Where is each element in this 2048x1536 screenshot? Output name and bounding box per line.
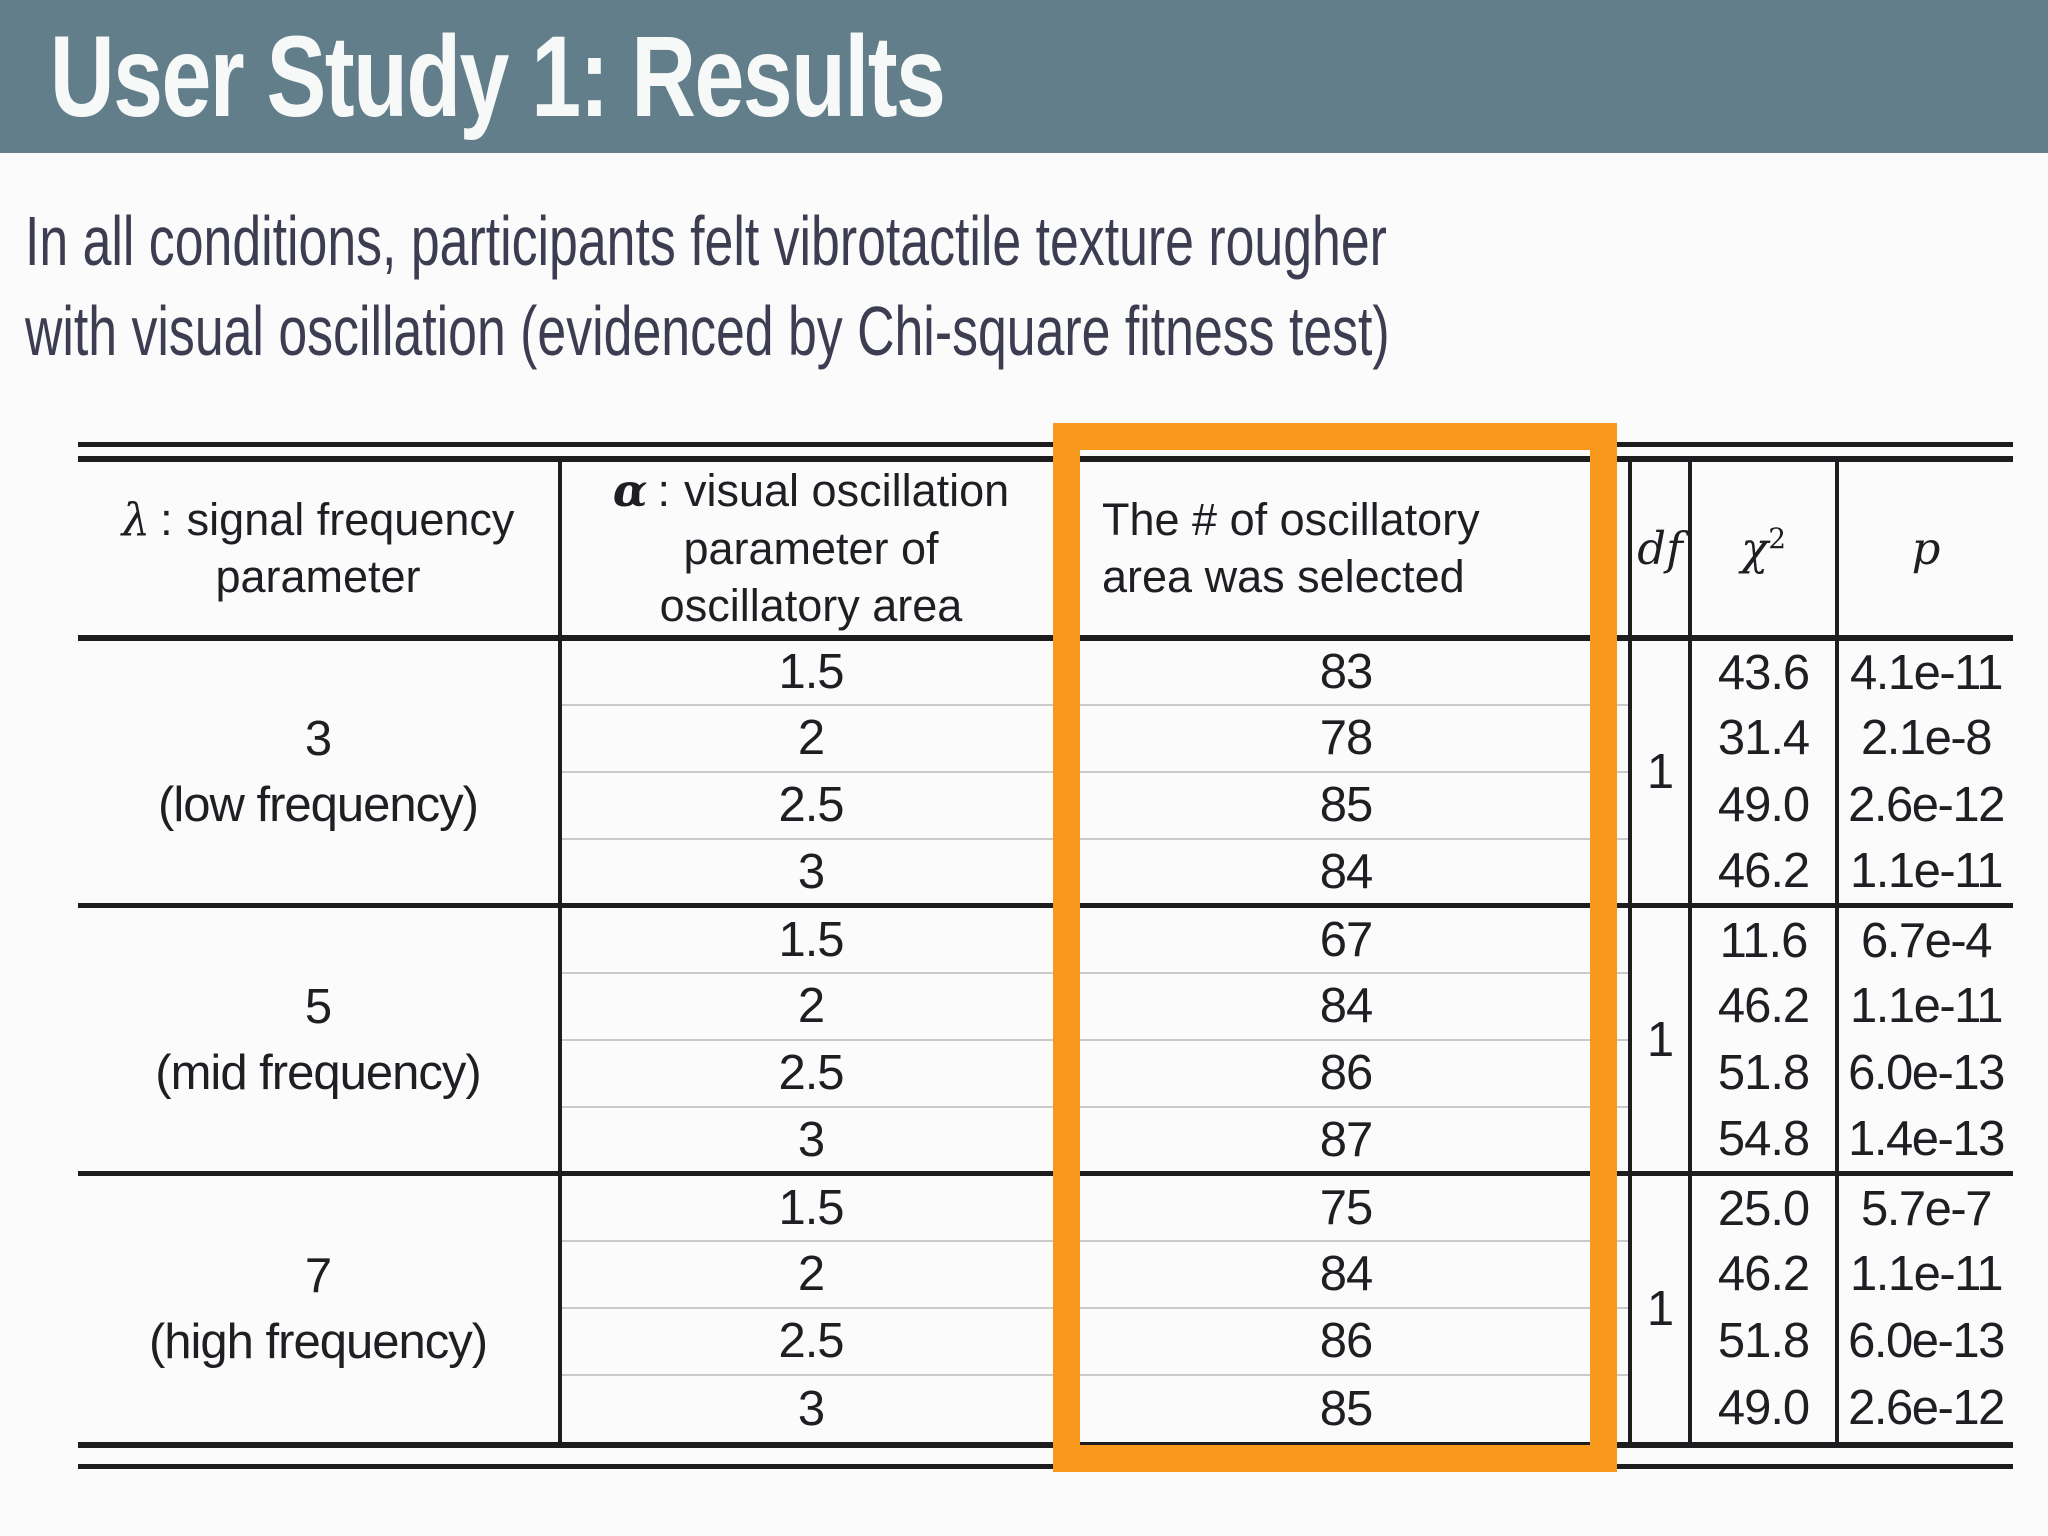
table-row: 2 84 46.2 1.1e-11 [78, 971, 2013, 1040]
table-row: 7 (high frequency) 1.5 75 1 25.0 5.7e-7 [78, 1171, 2013, 1442]
table-row: 2 78 31.4 2.1e-8 [78, 703, 2013, 772]
cell-chi2: 49.0 [1688, 771, 1837, 839]
cell-selected: 85 [1060, 770, 1630, 839]
cell-p: 2.6e-12 [1835, 771, 2013, 839]
table-row: 2.5 86 51.8 6.0e-13 [78, 1038, 2013, 1107]
cell-chi2: 51.8 [1688, 1039, 1837, 1107]
cell-p: 5.7e-7 [1835, 1171, 2013, 1241]
table-row: 3 84 46.2 1.1e-11 [78, 837, 2013, 906]
col-header-p-value: p [1835, 462, 2013, 641]
table-top-rule-outer [78, 442, 2013, 447]
subtitle: In all conditions, participants felt vib… [25, 196, 1390, 376]
results-table: λ: signal frequency parameter α: visual os… [78, 462, 2013, 1442]
cell-alpha: 3 [558, 837, 1062, 906]
cell-p: 6.0e-13 [1835, 1307, 2013, 1375]
cell-p: 4.1e-11 [1835, 637, 2013, 705]
cell-alpha: 2.5 [558, 1038, 1062, 1107]
cell-df: 1 [1628, 637, 1690, 906]
cell-selected: 83 [1060, 637, 1630, 705]
cell-lambda-group-mid: 5 (mid frequency) [78, 903, 560, 1174]
cell-alpha: 2 [558, 971, 1062, 1040]
cell-selected: 84 [1060, 837, 1630, 906]
cell-chi2: 51.8 [1688, 1307, 1837, 1375]
cell-chi2: 49.0 [1688, 1374, 1837, 1442]
cell-alpha: 2 [558, 703, 1062, 772]
table-top-rule-inner [78, 456, 2013, 462]
cell-p: 2.1e-8 [1835, 704, 2013, 772]
results-table-zone: λ: signal frequency parameter α: visual os… [78, 442, 2013, 1469]
cell-p: 1.1e-11 [1835, 1240, 2013, 1308]
col-header-selected: The # of oscillatory area was selected [1060, 462, 1630, 641]
table-header-row: λ: signal frequency parameter α: visual os… [78, 462, 2013, 641]
cell-df: 1 [1628, 1171, 1690, 1442]
table-row: 2 84 46.2 1.1e-11 [78, 1239, 2013, 1308]
table-bottom-rule-inner [78, 1441, 2013, 1448]
cell-selected: 75 [1060, 1171, 1630, 1241]
cell-chi2: 46.2 [1688, 972, 1837, 1040]
cell-chi2: 25.0 [1688, 1171, 1837, 1241]
cell-p: 1.1e-11 [1835, 838, 2013, 906]
col-header-alpha: α: visual oscillation parameter of oscill… [558, 462, 1062, 641]
cell-p: 2.6e-12 [1835, 1374, 2013, 1442]
cell-df: 1 [1628, 903, 1690, 1174]
cell-chi2: 46.2 [1688, 838, 1837, 906]
cell-alpha: 2.5 [558, 1306, 1062, 1375]
cell-p: 1.4e-13 [1835, 1106, 2013, 1174]
cell-alpha: 3 [558, 1105, 1062, 1174]
col-header-lambda: λ: signal frequency parameter [78, 462, 560, 641]
cell-alpha: 1.5 [558, 903, 1062, 973]
cell-selected: 86 [1060, 1306, 1630, 1375]
lambda-symbol: λ [121, 492, 151, 546]
cell-chi2: 11.6 [1688, 903, 1837, 973]
title-bar: User Study 1: Results [0, 0, 2048, 153]
table-row: 5 (mid frequency) 1.5 67 1 11.6 6.7e-4 [78, 903, 2013, 1174]
cell-chi2: 43.6 [1688, 637, 1837, 705]
table-bottom-rule-outer [78, 1463, 2013, 1469]
cell-selected: 67 [1060, 903, 1630, 973]
col-header-chi-square: χ2 [1688, 462, 1837, 641]
cell-alpha: 3 [558, 1373, 1062, 1442]
table-row: 3 85 49.0 2.6e-12 [78, 1373, 2013, 1442]
cell-p: 6.7e-4 [1835, 903, 2013, 973]
cell-selected: 86 [1060, 1038, 1630, 1107]
table-row: 2.5 85 49.0 2.6e-12 [78, 770, 2013, 839]
subtitle-line-2: with visual oscillation (evidenced by Ch… [25, 292, 1390, 370]
col-header-df: df [1628, 462, 1690, 641]
cell-alpha: 2 [558, 1239, 1062, 1308]
cell-selected: 87 [1060, 1105, 1630, 1174]
cell-lambda-group-low: 3 (low frequency) [158, 712, 479, 833]
cell-selected: 85 [1060, 1373, 1630, 1442]
subtitle-line-1: In all conditions, participants felt vib… [25, 202, 1387, 280]
cell-chi2: 54.8 [1688, 1106, 1837, 1174]
cell-p: 6.0e-13 [1835, 1039, 2013, 1107]
alpha-symbol: α [612, 464, 648, 517]
cell-selected: 84 [1060, 971, 1630, 1040]
cell-alpha: 1.5 [558, 637, 1062, 705]
cell-selected: 78 [1060, 703, 1630, 772]
cell-p: 1.1e-11 [1835, 972, 2013, 1040]
cell-selected: 84 [1060, 1239, 1630, 1308]
cell-alpha: 1.5 [558, 1171, 1062, 1241]
cell-alpha: 2.5 [558, 770, 1062, 839]
cell-lambda-group-high: 7 (high frequency) [78, 1171, 560, 1442]
page-title: User Study 1: Results [49, 12, 946, 141]
table-row: 3 (low frequency) 1.5 83 1 43.6 4.1e-11 [78, 637, 2013, 906]
cell-chi2: 46.2 [1688, 1240, 1837, 1308]
cell-chi2: 31.4 [1688, 704, 1837, 772]
table-row: 2.5 86 51.8 6.0e-13 [78, 1306, 2013, 1375]
